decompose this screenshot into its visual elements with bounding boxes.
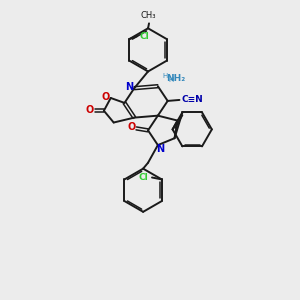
Text: O: O	[127, 122, 136, 132]
Text: H: H	[169, 77, 174, 83]
Text: NH₂: NH₂	[166, 74, 185, 83]
Text: O: O	[85, 105, 93, 115]
Text: N: N	[125, 82, 134, 92]
Text: CH₃: CH₃	[140, 11, 156, 20]
Text: C≡N: C≡N	[182, 95, 203, 104]
Text: Cl: Cl	[138, 173, 148, 182]
Text: O: O	[102, 92, 110, 102]
Text: Cl: Cl	[139, 32, 149, 40]
Text: N: N	[156, 144, 164, 154]
Text: H: H	[163, 74, 168, 80]
